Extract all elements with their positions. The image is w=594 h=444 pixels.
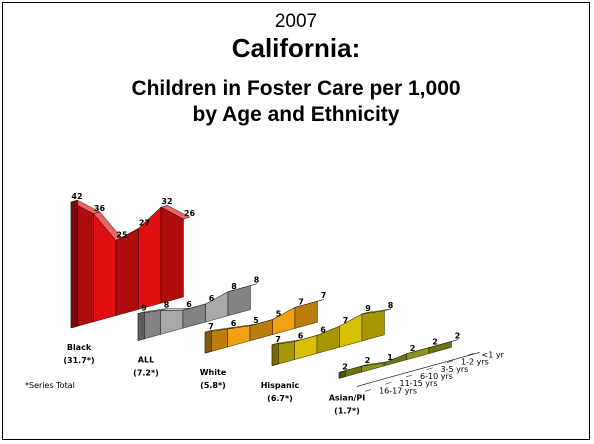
data-label: 2 bbox=[455, 331, 461, 340]
ribbon-cap-white bbox=[204, 330, 212, 354]
data-label: 36 bbox=[94, 204, 106, 213]
age-tick bbox=[385, 381, 392, 385]
data-label: 7 bbox=[298, 297, 304, 306]
ribbon-face-all-1 bbox=[160, 309, 184, 335]
series-label: ALL bbox=[138, 356, 154, 365]
ribbon-face-white-4 bbox=[294, 300, 318, 329]
data-label: 2 bbox=[342, 362, 348, 371]
ribbon-cap-hispanic bbox=[271, 342, 279, 367]
data-label: 8 bbox=[164, 300, 170, 309]
data-label: 6 bbox=[231, 319, 237, 328]
data-label: 32 bbox=[161, 197, 172, 206]
data-label: 7 bbox=[321, 291, 327, 300]
series-label: Asian/PI bbox=[329, 393, 366, 402]
value-labels-layer: 42 36 25 27 32 26 9 8 6 6 8 8 7 6 5 5 7 7 7 6 6 7 9 8 2 2 1 2 2 2 bbox=[71, 192, 460, 371]
series-label: Black bbox=[67, 343, 92, 352]
data-label: 6 bbox=[186, 300, 192, 309]
data-label: 8 bbox=[388, 301, 394, 310]
slide: 2007 California: Children in Foster Care… bbox=[2, 2, 590, 440]
series-labels-layer: Black (31.7*) ALL (7.2*) White (5.8*) Hispanic… bbox=[63, 343, 365, 415]
data-label: 7 bbox=[275, 335, 281, 344]
data-label: 25 bbox=[116, 231, 128, 240]
data-label: 9 bbox=[141, 304, 147, 313]
ribbon-face-white-1 bbox=[227, 325, 251, 348]
data-label: 2 bbox=[432, 338, 438, 347]
age-tick bbox=[467, 353, 474, 356]
age-tick-label: 1-2 yrs bbox=[461, 358, 489, 367]
series-total: (5.8*) bbox=[200, 381, 226, 390]
age-tick-label: 6-10 yrs bbox=[420, 372, 453, 381]
age-tick bbox=[405, 374, 413, 378]
ribbon-face-black-4 bbox=[160, 206, 184, 304]
title-subtitle-1: Children in Foster Care per 1,000 bbox=[131, 77, 461, 100]
age-tick bbox=[364, 389, 372, 392]
title-main: California: bbox=[231, 33, 361, 63]
age-tick-label: <1 yr bbox=[482, 350, 505, 359]
ribbon-cap-asianpi bbox=[338, 370, 346, 379]
series-total: (6.7*) bbox=[267, 394, 293, 403]
data-label: 8 bbox=[231, 282, 237, 291]
age-tick-label: 16-17 yrs bbox=[379, 386, 417, 395]
ribbon-face-asianpi-4 bbox=[428, 341, 452, 354]
ribbons-layer bbox=[70, 199, 459, 379]
data-label: 5 bbox=[276, 310, 282, 319]
age-tick-label: 11-15 yrs bbox=[400, 379, 438, 388]
series-total: (31.7*) bbox=[63, 356, 94, 365]
data-label: 7 bbox=[208, 322, 214, 331]
data-label: 2 bbox=[410, 344, 416, 353]
data-label: 6 bbox=[209, 294, 215, 303]
data-label: 6 bbox=[298, 332, 304, 341]
data-label: 5 bbox=[253, 316, 259, 325]
data-label: 7 bbox=[343, 316, 349, 325]
series-label: White bbox=[200, 368, 227, 377]
ribbon-face-hispanic-4 bbox=[361, 310, 385, 342]
data-label: 9 bbox=[365, 304, 371, 313]
age-tick-label: 3-5 yrs bbox=[441, 365, 469, 374]
ribbon-face-all-4 bbox=[227, 285, 251, 317]
series-total: (7.2*) bbox=[133, 369, 159, 378]
data-label: 27 bbox=[139, 218, 150, 227]
age-tick bbox=[426, 367, 433, 371]
ribbon-cap-black bbox=[70, 199, 78, 329]
ribbon-chart: 42 36 25 27 32 26 9 8 6 6 8 8 7 6 5 5 7 7 7 6 6 7 9 8 2 2 1 2 2 2 Bla… bbox=[25, 192, 505, 415]
data-label: 8 bbox=[254, 276, 260, 285]
data-label: 1 bbox=[387, 353, 393, 362]
ribbon-cap-all bbox=[137, 311, 145, 341]
series-total: (1.7*) bbox=[334, 406, 360, 415]
age-tick bbox=[446, 360, 454, 363]
data-label: 42 bbox=[71, 192, 82, 201]
age-axis-line bbox=[356, 352, 480, 387]
series-label: Hispanic bbox=[261, 381, 300, 390]
title-year: 2007 bbox=[274, 11, 318, 32]
title-subtitle-2: by Age and Ethnicity bbox=[192, 103, 400, 126]
ribbon-face-black-2 bbox=[115, 228, 139, 316]
data-label: 26 bbox=[184, 209, 196, 218]
data-label: 6 bbox=[320, 325, 326, 334]
footnote: *Series Total bbox=[25, 381, 75, 390]
data-label: 2 bbox=[365, 356, 371, 365]
